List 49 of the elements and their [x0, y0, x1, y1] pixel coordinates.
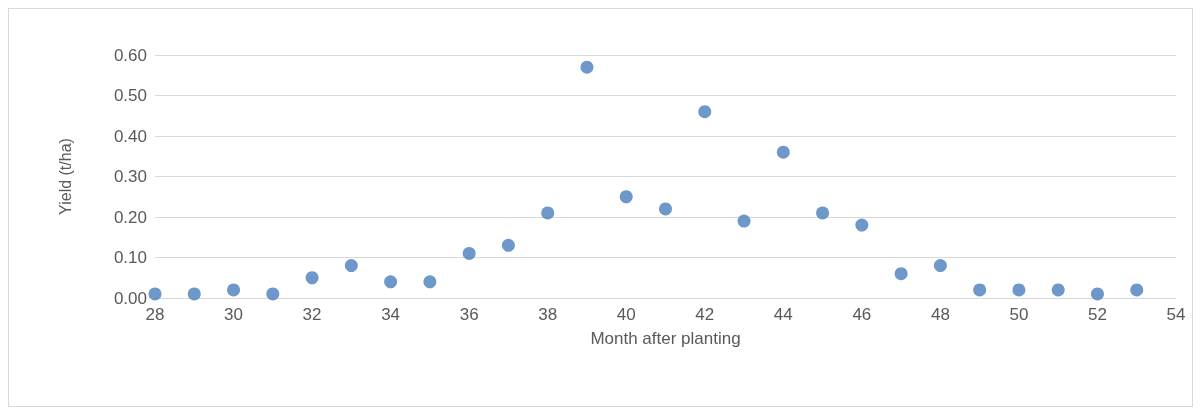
y-tick-label: 0.10	[113, 248, 147, 267]
x-tick-label: 30	[224, 305, 243, 324]
point	[423, 275, 437, 289]
x-tick-label: 50	[1009, 305, 1029, 324]
y-tick-label: 0.30	[113, 167, 147, 186]
y-tick-label: 0.60	[113, 45, 147, 65]
x-axis-title: Month after planting	[590, 329, 741, 348]
x-tick-label: 46	[852, 305, 872, 324]
point	[580, 60, 594, 74]
point	[1051, 283, 1065, 297]
x-tick-label: 28	[145, 305, 165, 324]
point	[659, 202, 672, 216]
x-tick-label: 48	[930, 305, 950, 324]
point	[501, 238, 515, 252]
point	[462, 246, 476, 260]
point	[855, 218, 869, 232]
point	[894, 267, 908, 281]
y-tick-label: 0.00	[113, 288, 147, 308]
x-tick-label: 42	[695, 305, 715, 324]
point	[148, 287, 162, 301]
y-axis-title: Yield (t/ha)	[56, 138, 74, 215]
point	[227, 283, 241, 297]
x-tick-label: 40	[616, 305, 636, 324]
point	[266, 287, 280, 301]
point	[384, 275, 398, 289]
x-tick-label: 54	[1166, 305, 1186, 324]
point	[933, 259, 947, 273]
point	[1012, 283, 1026, 297]
y-tick-label: 0.20	[113, 207, 147, 227]
point	[541, 206, 555, 220]
x-tick-label: 34	[381, 305, 401, 324]
point	[776, 145, 790, 159]
point	[187, 287, 201, 301]
x-tick-label: 38	[538, 305, 558, 324]
point	[1130, 283, 1144, 297]
point	[1090, 287, 1104, 301]
x-tick-label: 52	[1088, 305, 1107, 324]
x-tick-label: 44	[773, 305, 793, 324]
x-tick-label: 36	[459, 305, 479, 324]
point	[737, 214, 751, 228]
point	[973, 283, 987, 297]
point	[344, 259, 358, 273]
point	[698, 105, 712, 119]
point	[305, 271, 319, 285]
y-tick-label: 0.50	[113, 86, 147, 105]
x-tick-label: 32	[302, 305, 322, 324]
y-tick-label: 0.40	[113, 126, 147, 146]
point	[816, 206, 830, 220]
point	[619, 190, 633, 204]
